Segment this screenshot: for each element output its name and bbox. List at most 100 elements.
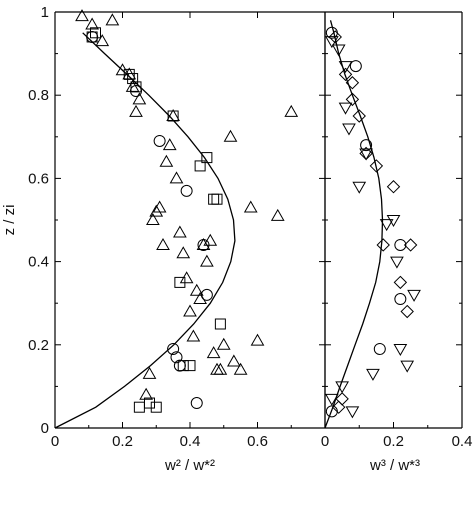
data-point-square [184, 360, 196, 372]
data-point-square [177, 360, 189, 372]
data-point-triangle-up [233, 362, 248, 375]
right-x-axis-label: w³ / w*³ [369, 457, 420, 474]
data-point-circle [360, 139, 373, 152]
y-tick-label: 0 [41, 420, 49, 437]
data-point-triangle-up [183, 304, 197, 317]
data-point-triangle-up [173, 225, 187, 238]
left-panel: 0 0.2 0.4 0.6 0 0.2 0.4 0.6 0.8 1 [28, 4, 326, 450]
data-point-circle [180, 184, 193, 197]
data-point-circle [373, 342, 386, 355]
data-point-diamond [400, 304, 414, 319]
data-point-triangle-up [179, 271, 194, 284]
data-point-diamond [335, 392, 349, 406]
data-point-square [214, 318, 226, 330]
data-point-circle [86, 30, 99, 43]
data-point-triangle-down [386, 215, 401, 228]
y-tick-label: 0.6 [28, 170, 49, 187]
data-point-triangle-down [335, 381, 349, 394]
data-point-diamond [403, 238, 418, 252]
data-point-triangle-up [196, 237, 211, 250]
data-point-diamond [369, 159, 384, 173]
data-point-square [86, 31, 98, 43]
data-point-triangle-up [162, 138, 177, 151]
data-point-triangle-up [95, 34, 110, 47]
data-point-circle [153, 134, 166, 147]
data-point-triangle-down [393, 343, 408, 356]
y-axis-label: z / zi [1, 205, 18, 236]
y-tick-label: 0.2 [28, 337, 49, 354]
data-point-triangle-up [216, 337, 231, 350]
data-point-triangle-up [115, 63, 130, 76]
data-point-triangle-down [345, 406, 360, 419]
data-point-triangle-up [200, 254, 214, 267]
data-point-triangle-up [75, 9, 89, 22]
data-point-diamond [345, 92, 360, 107]
data-point-diamond [338, 67, 353, 82]
data-point-triangle-up [132, 92, 147, 105]
y-tick-label: 1 [41, 4, 49, 21]
data-point-square [201, 152, 213, 164]
data-point-circle [394, 293, 407, 306]
x-tick-label: 0.4 [180, 433, 201, 450]
data-point-diamond [386, 180, 401, 194]
data-point-triangle-down [407, 289, 421, 302]
data-point-triangle-down [331, 44, 346, 57]
y-tick-label: 0.4 [28, 254, 49, 271]
data-point-circle [349, 60, 362, 73]
data-point-triangle-up [152, 200, 167, 213]
data-point-triangle-down [400, 360, 415, 373]
data-point-triangle-up [139, 387, 153, 400]
data-point-triangle-up [284, 104, 299, 117]
data-point-triangle-up [122, 67, 137, 80]
data-point-triangle-down [338, 102, 353, 115]
x-tick-label: 0 [51, 433, 59, 450]
data-point-diamond [345, 76, 360, 90]
data-point-diamond [393, 275, 408, 290]
data-point-triangle-up [203, 233, 218, 246]
fit-curve [54, 32, 236, 429]
data-point-triangle-up [166, 108, 180, 121]
data-point-triangle-up [129, 104, 143, 117]
right-panel: 0 0.2 0.4 [321, 11, 473, 450]
x-tick-label: 0.2 [383, 433, 404, 450]
data-point-circle [394, 238, 407, 251]
data-point-triangle-up [213, 362, 228, 375]
data-point-triangle-up [85, 17, 99, 30]
data-point-square [133, 401, 145, 413]
data-point-square [144, 397, 155, 409]
data-point-triangle-up [156, 237, 170, 250]
data-point-circle [167, 342, 180, 355]
data-point-triangle-down [324, 36, 339, 49]
data-point-triangle-down [359, 148, 373, 161]
data-point-diamond [376, 238, 390, 252]
data-point-triangle-up [270, 208, 285, 221]
data-point-triangle-up [105, 13, 120, 26]
data-point-triangle-up [125, 79, 140, 92]
data-point-triangle-down [324, 393, 339, 406]
data-point-diamond [352, 109, 366, 123]
data-point-square [194, 160, 206, 172]
data-point-triangle-up [176, 246, 191, 259]
data-point-triangle-down [338, 61, 353, 74]
data-point-triangle-up [146, 212, 160, 225]
data-point-triangle-up [227, 354, 241, 367]
data-point-triangle-up [193, 292, 207, 305]
data-point-triangle-up [186, 329, 201, 342]
data-point-triangle-up [223, 129, 238, 142]
data-point-diamond [331, 400, 346, 414]
x-tick-label: 0.4 [452, 433, 473, 450]
fit-curve [324, 20, 384, 429]
y-tick-label: 0.8 [28, 87, 49, 104]
data-point-triangle-up [206, 346, 221, 359]
data-point-triangle-up [189, 283, 204, 296]
data-point-square [208, 193, 220, 205]
data-point-triangle-up [243, 200, 258, 213]
left-x-axis-label: w² / w*² [164, 457, 215, 474]
data-point-triangle-up [169, 171, 184, 184]
x-tick-label: 0 [321, 433, 329, 450]
data-point-triangle-up [142, 366, 157, 379]
data-point-triangle-down [366, 368, 380, 381]
x-tick-label: 0.6 [247, 433, 268, 450]
